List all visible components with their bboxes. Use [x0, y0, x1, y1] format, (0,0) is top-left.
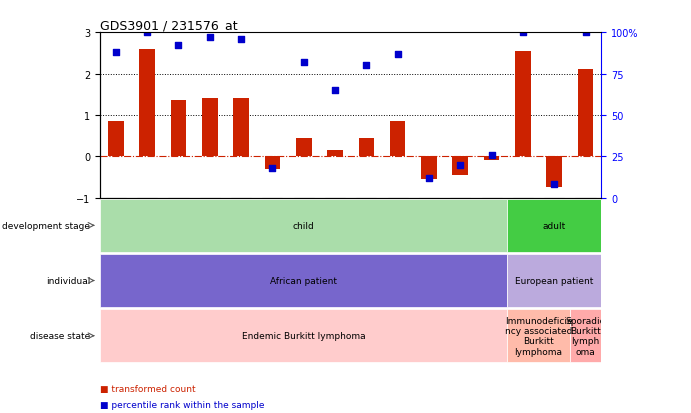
Point	[392, 51, 403, 58]
Bar	[202, 99, 218, 157]
Text: ■ transformed count: ■ transformed count	[100, 384, 196, 393]
Point	[111, 50, 122, 56]
Bar	[100, 309, 507, 362]
Bar	[578, 70, 594, 157]
Bar	[507, 254, 601, 307]
Text: adult: adult	[542, 221, 566, 230]
Text: child: child	[293, 221, 314, 230]
Bar	[140, 50, 155, 157]
Bar	[507, 309, 570, 362]
Bar	[359, 138, 374, 157]
Text: European patient: European patient	[515, 276, 594, 285]
Bar	[328, 151, 343, 157]
Point	[173, 43, 184, 50]
Bar	[570, 309, 601, 362]
Point	[455, 162, 466, 169]
Bar	[171, 101, 187, 157]
Text: development stage: development stage	[2, 221, 90, 230]
Point	[236, 36, 247, 43]
Text: disease state: disease state	[30, 331, 90, 340]
Point	[142, 30, 153, 36]
Point	[424, 175, 435, 182]
Bar	[547, 157, 562, 188]
Point	[205, 35, 216, 41]
Bar	[507, 199, 601, 252]
Bar	[453, 157, 468, 176]
Bar	[484, 157, 500, 161]
Point	[299, 59, 310, 66]
Text: African patient: African patient	[270, 276, 337, 285]
Text: Endemic Burkitt lymphoma: Endemic Burkitt lymphoma	[242, 331, 366, 340]
Bar	[421, 157, 437, 180]
Text: Sporadic
Burkitt
lymph
oma: Sporadic Burkitt lymph oma	[566, 316, 605, 356]
Bar	[265, 157, 281, 169]
Bar	[100, 199, 507, 252]
Point	[518, 30, 529, 36]
Bar	[390, 122, 406, 157]
Text: GDS3901 / 231576_at: GDS3901 / 231576_at	[100, 19, 238, 32]
Point	[267, 165, 278, 172]
Point	[330, 88, 341, 94]
Point	[486, 152, 497, 159]
Bar	[296, 138, 312, 157]
Bar	[100, 254, 507, 307]
Bar	[108, 122, 124, 157]
Bar	[515, 52, 531, 157]
Point	[580, 30, 591, 36]
Text: ■ percentile rank within the sample: ■ percentile rank within the sample	[100, 400, 265, 409]
Point	[549, 182, 560, 188]
Point	[361, 63, 372, 69]
Text: Immunodeficie
ncy associated
Burkitt
lymphoma: Immunodeficie ncy associated Burkitt lym…	[504, 316, 572, 356]
Bar	[234, 99, 249, 157]
Text: individual: individual	[46, 276, 90, 285]
